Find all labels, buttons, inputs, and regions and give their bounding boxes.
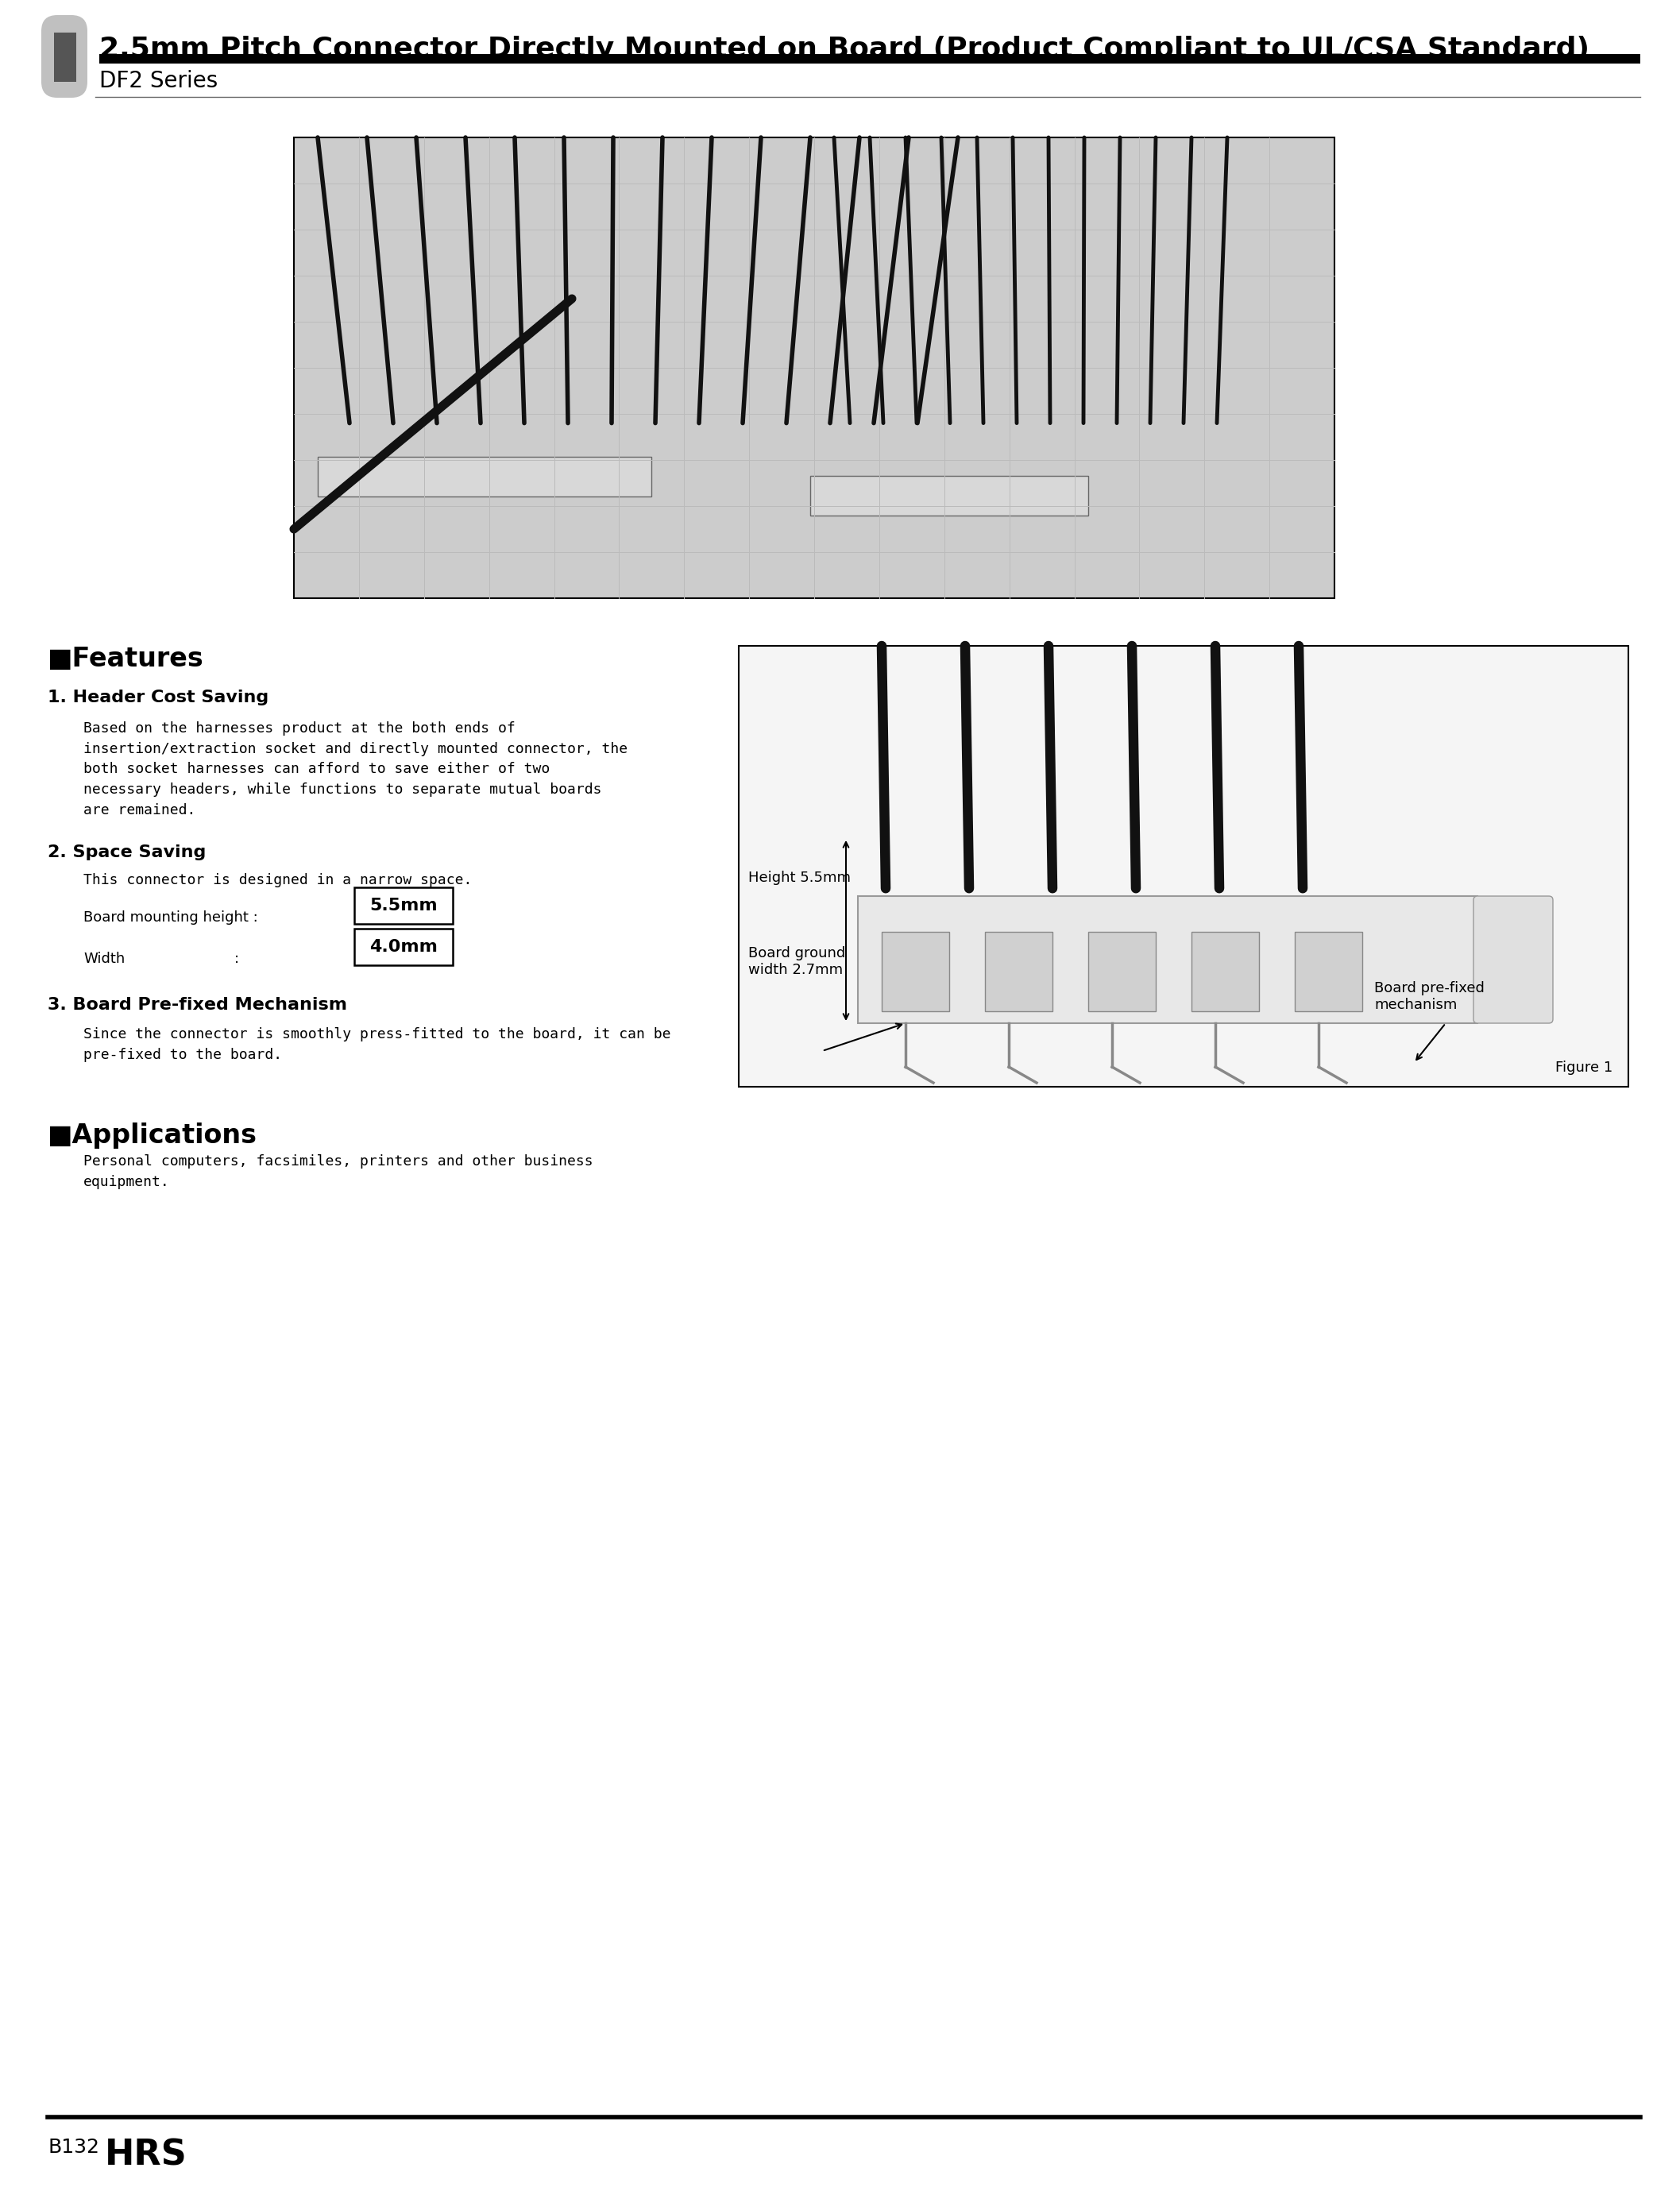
Text: Board pre-fixed
mechanism: Board pre-fixed mechanism xyxy=(1374,982,1485,1013)
FancyBboxPatch shape xyxy=(858,897,1477,1024)
FancyBboxPatch shape xyxy=(54,33,76,81)
FancyBboxPatch shape xyxy=(99,55,1640,63)
Text: HRS: HRS xyxy=(104,2137,186,2172)
FancyBboxPatch shape xyxy=(882,932,949,1010)
Text: Board ground
width 2.7mm: Board ground width 2.7mm xyxy=(748,947,845,978)
Text: 5.5mm: 5.5mm xyxy=(370,897,437,914)
Text: ■Features: ■Features xyxy=(47,645,203,671)
FancyBboxPatch shape xyxy=(354,929,454,964)
Text: Width: Width xyxy=(84,951,124,967)
FancyBboxPatch shape xyxy=(739,645,1628,1087)
FancyBboxPatch shape xyxy=(1295,932,1362,1010)
FancyBboxPatch shape xyxy=(318,457,652,496)
Text: Figure 1: Figure 1 xyxy=(1556,1061,1613,1074)
Text: 1. Header Cost Saving: 1. Header Cost Saving xyxy=(47,689,269,706)
Text: B132: B132 xyxy=(47,2137,99,2156)
Text: 4.0mm: 4.0mm xyxy=(370,938,437,956)
FancyBboxPatch shape xyxy=(294,138,1334,599)
FancyBboxPatch shape xyxy=(1473,897,1552,1024)
FancyBboxPatch shape xyxy=(1089,932,1156,1010)
FancyBboxPatch shape xyxy=(42,15,87,98)
Text: Board mounting height :: Board mounting height : xyxy=(84,910,259,925)
Text: 3. Board Pre-fixed Mechanism: 3. Board Pre-fixed Mechanism xyxy=(47,997,348,1013)
FancyBboxPatch shape xyxy=(354,888,454,923)
FancyBboxPatch shape xyxy=(810,475,1089,516)
Text: ■Applications: ■Applications xyxy=(47,1122,257,1148)
FancyBboxPatch shape xyxy=(1191,932,1258,1010)
Text: :: : xyxy=(234,951,239,967)
Text: 2.5mm Pitch Connector Directly Mounted on Board (Product Compliant to UL/CSA Sta: 2.5mm Pitch Connector Directly Mounted o… xyxy=(99,35,1589,63)
Text: Since the connector is smoothly press-fitted to the board, it can be
pre-fixed t: Since the connector is smoothly press-fi… xyxy=(84,1028,670,1063)
Text: Height 5.5mm: Height 5.5mm xyxy=(748,870,850,886)
Text: DF2 Series: DF2 Series xyxy=(99,70,218,92)
Text: Personal computers, facsimiles, printers and other business
equipment.: Personal computers, facsimiles, printers… xyxy=(84,1155,593,1190)
Text: 2. Space Saving: 2. Space Saving xyxy=(47,844,207,859)
Text: This connector is designed in a narrow space.: This connector is designed in a narrow s… xyxy=(84,873,472,888)
Text: Based on the harnesses product at the both ends of
insertion/extraction socket a: Based on the harnesses product at the bo… xyxy=(84,722,628,818)
FancyBboxPatch shape xyxy=(984,932,1052,1010)
